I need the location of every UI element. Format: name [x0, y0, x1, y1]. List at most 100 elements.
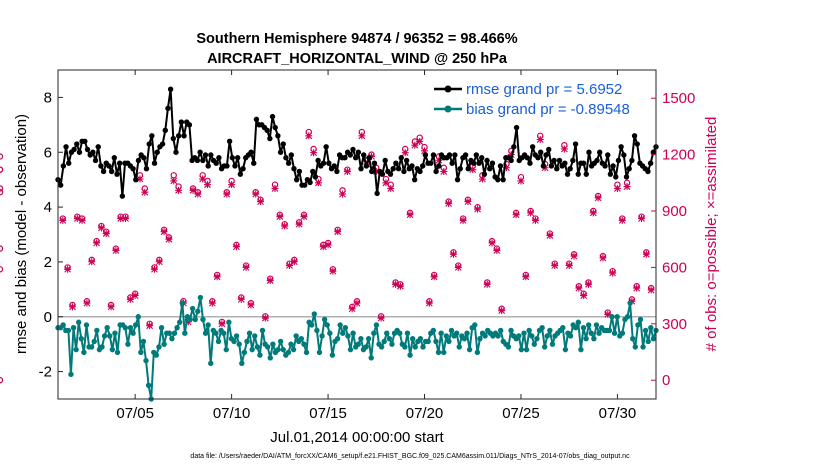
bias-point-65 [223, 346, 229, 353]
legend: rmse grand pr = 5.6952 bias grand pr = -… [427, 76, 648, 123]
obs-assimilated-point-59 [343, 168, 351, 176]
obs-assimilated-point-112 [599, 254, 607, 262]
bias-point-138 [412, 344, 418, 350]
bias-point-190 [547, 327, 553, 334]
obs-assimilated-point-37 [237, 295, 245, 303]
bias-point-64 [220, 330, 227, 336]
obs-assimilated-point-84 [464, 198, 472, 206]
bias-point-46 [174, 325, 180, 331]
rmse-point-80 [269, 113, 276, 120]
bias-point-116 [355, 341, 361, 347]
rmse-point-139 [428, 160, 434, 166]
rmse-point-57 [208, 152, 214, 158]
bias-point-149 [441, 349, 447, 356]
rmse-point-49 [186, 122, 193, 128]
y-tick-label-5: 8 [44, 89, 52, 106]
bias-point-29 [130, 330, 136, 336]
bias-point-227 [642, 327, 649, 334]
bias-point-53 [192, 316, 198, 323]
obs-assimilated-point-57 [334, 228, 342, 236]
rmse-point-21 [111, 155, 118, 161]
rmse-point-155 [470, 160, 477, 166]
obs-assimilated-point-5 [83, 299, 91, 307]
obs-assimilated-point-13 [122, 215, 130, 223]
obs-assimilated-point-65 [372, 168, 380, 176]
observation-count-layer [0, 90, 655, 384]
bias-point-162 [474, 349, 481, 356]
y-tick-label-0: -2 [39, 364, 52, 381]
rmse-point-37 [154, 149, 160, 155]
bias-point-91 [290, 346, 297, 353]
obs-assimilated-point-68 [387, 184, 395, 192]
obs-assimilated-point-39 [247, 301, 255, 309]
rmse-point-116 [366, 155, 372, 161]
bias-point-218 [619, 330, 626, 336]
bias-point-224 [635, 322, 641, 328]
bias-point-103 [321, 316, 328, 323]
bias-point-4 [65, 327, 72, 334]
y-axis-left: -2 0 2 4 6 8 [39, 89, 63, 381]
rmse-point-136 [419, 163, 426, 169]
rmse-point-95 [310, 168, 316, 175]
rmse-point-29 [133, 176, 139, 183]
rmse-point-94 [307, 179, 313, 186]
rmse-point-148 [452, 152, 458, 158]
obs-possible-point-130 [0, 377, 4, 384]
x-tick-label-1: 07/10 [213, 405, 251, 422]
rmse-point-207 [610, 163, 616, 169]
rmse-point-204 [602, 163, 608, 169]
bias-point-33 [140, 338, 147, 345]
bias-point-125 [378, 344, 385, 350]
obs-assimilated-point-27 [189, 186, 197, 194]
obs-assimilated-point-62 [358, 132, 366, 140]
bias-point-135 [404, 330, 411, 336]
bias-point-77 [254, 344, 261, 350]
bias-point-26 [122, 325, 129, 331]
obs-assimilated-point-87 [478, 175, 486, 183]
obs-assimilated-point-86 [474, 205, 482, 213]
rmse-point-111 [352, 155, 359, 161]
bias-point-83 [270, 341, 276, 347]
obs-assimilated-point-1 [64, 265, 72, 273]
rmse-point-186 [554, 166, 560, 172]
obs-assimilated-point-36 [232, 243, 240, 251]
y-tick-label-3: 4 [44, 199, 52, 216]
bias-point-49 [182, 330, 188, 336]
rmse-point-110 [350, 146, 356, 153]
rmse-point-16 [98, 163, 104, 169]
obs-assimilated-point-92 [503, 164, 510, 172]
rmse-point-114 [361, 152, 367, 158]
bias-point-143 [425, 338, 431, 345]
obs-assimilated-point-116 [618, 216, 626, 224]
bias-point-201 [575, 319, 582, 325]
rmse-point-47 [181, 133, 187, 139]
obs-assimilated-point-26 [184, 318, 192, 326]
legend-box [427, 76, 648, 123]
obs-assimilated-point-91 [498, 307, 506, 315]
bias-point-188 [541, 344, 548, 350]
obs-assimilated-point-47 [285, 262, 293, 270]
rmse-point-74 [253, 116, 260, 123]
bias-point-17 [99, 344, 105, 350]
rmse-point-88 [291, 166, 297, 172]
bias-point-59 [208, 360, 214, 367]
rmse-point-79 [267, 135, 273, 142]
rmse-point-198 [586, 149, 592, 155]
rmse-point-150 [457, 166, 463, 172]
obs-assimilated-point-60 [348, 305, 356, 313]
rmse-point-165 [497, 163, 504, 169]
bias-point-204 [583, 335, 589, 342]
obs-assimilated-point-42 [261, 314, 269, 322]
rmse-point-220 [645, 168, 651, 175]
bias-point-182 [526, 327, 532, 334]
rmse-point-193 [572, 141, 579, 147]
bias-point-70 [236, 341, 242, 347]
rmse-point-146 [446, 152, 453, 158]
rmse-point-140 [430, 152, 437, 158]
bias-point-57 [202, 330, 209, 336]
bias-point-203 [580, 325, 587, 331]
bias-point-62 [215, 338, 222, 345]
bias-point-205 [585, 322, 592, 328]
bias-point-35 [145, 382, 152, 388]
x-tick-label-4: 07/25 [502, 405, 540, 422]
